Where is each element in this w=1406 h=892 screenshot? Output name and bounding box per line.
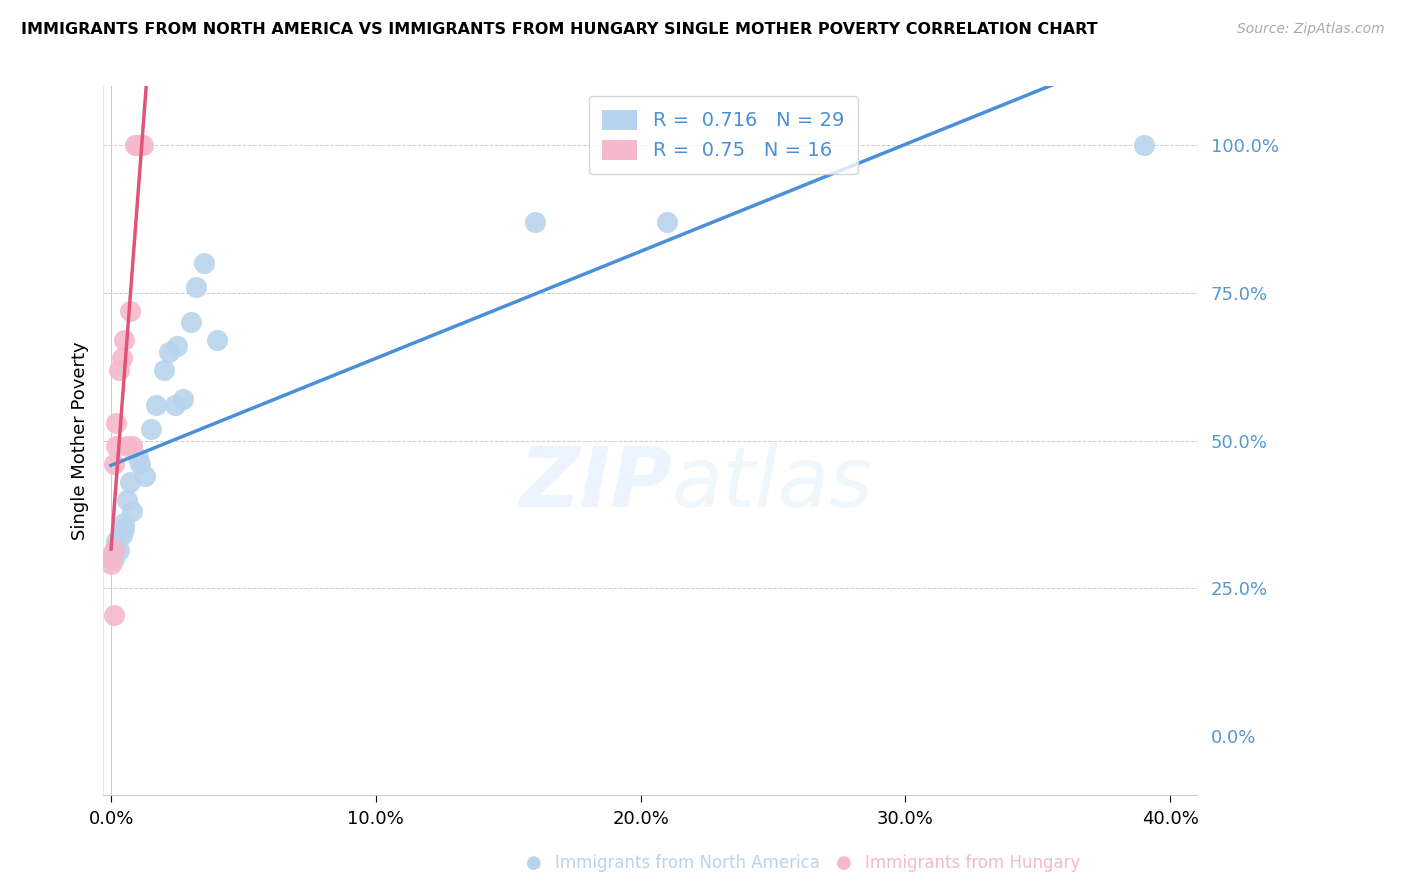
Y-axis label: Single Mother Poverty: Single Mother Poverty [72,342,89,540]
Text: ZIP: ZIP [519,442,672,524]
Point [115,492,138,507]
Point [105,416,128,430]
Text: Immigrants from North America: Immigrants from North America [555,855,820,872]
Point [163,398,186,412]
Text: Source: ZipAtlas.com: Source: ZipAtlas.com [1237,22,1385,37]
Point [129,138,152,153]
Point [103,607,125,622]
Point [112,522,135,536]
Point [127,138,149,153]
Point [111,351,134,365]
Point [111,528,134,542]
Point [172,392,194,407]
Text: ●: ● [835,855,852,872]
Point [184,280,207,294]
Point [118,475,141,489]
Point [157,345,180,359]
Point [103,542,125,557]
Point [108,542,131,557]
Point [132,138,155,153]
Text: ●: ● [526,855,543,872]
Point [166,339,188,353]
Point [139,422,162,436]
Point [1132,138,1154,153]
Point [100,549,122,563]
Point [118,303,141,318]
Legend: R =  0.716   N = 29, R =  0.75   N = 16: R = 0.716 N = 29, R = 0.75 N = 16 [589,96,858,174]
Point [127,451,149,466]
Point [121,504,143,518]
Point [112,516,135,530]
Point [145,398,167,412]
Point [103,546,125,560]
Point [115,439,138,453]
Point [108,362,131,376]
Point [205,333,228,347]
Point [655,215,678,229]
Point [100,558,122,572]
Point [112,333,135,347]
Point [121,439,143,453]
Point [179,316,201,330]
Text: atlas: atlas [672,442,873,524]
Point [124,138,146,153]
Point [105,439,128,453]
Point [105,533,128,548]
Point [103,551,125,566]
Point [103,457,125,471]
Point [134,469,156,483]
Text: Immigrants from Hungary: Immigrants from Hungary [865,855,1080,872]
Point [129,457,152,471]
Point [193,256,215,270]
Point [523,215,546,229]
Point [153,362,176,376]
Text: IMMIGRANTS FROM NORTH AMERICA VS IMMIGRANTS FROM HUNGARY SINGLE MOTHER POVERTY C: IMMIGRANTS FROM NORTH AMERICA VS IMMIGRA… [21,22,1098,37]
Point [105,540,128,554]
Point [100,551,122,566]
